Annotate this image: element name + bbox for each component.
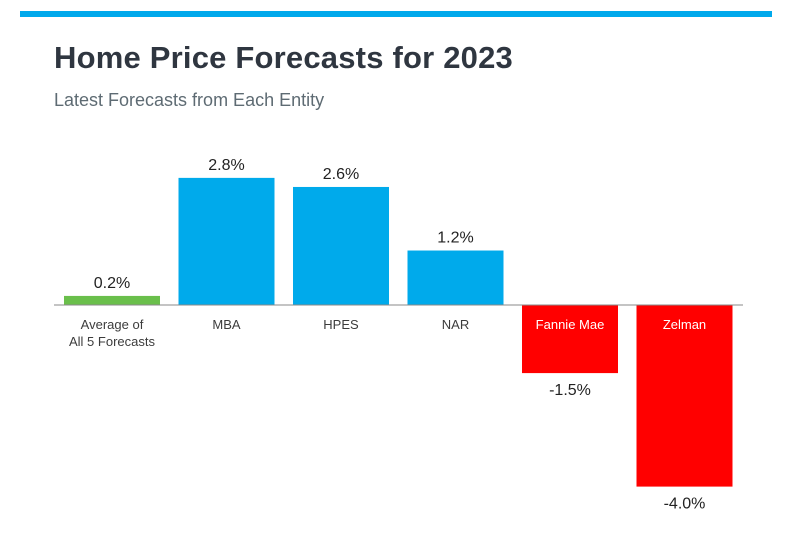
- bar-4: [522, 305, 618, 374]
- category-label-0: Average of All 5 Forecasts: [69, 317, 155, 349]
- bar-5: [636, 305, 733, 487]
- value-label-4: -1.5%: [549, 382, 591, 399]
- value-label-1: 2.8%: [208, 157, 244, 174]
- bar-3: [407, 250, 504, 305]
- category-label-2: HPES: [323, 317, 359, 332]
- bar-0: [64, 295, 160, 305]
- chart-subtitle: Latest Forecasts from Each Entity: [54, 90, 325, 110]
- category-label-3: NAR: [442, 317, 469, 332]
- category-label-1: MBA: [212, 317, 241, 332]
- value-label-3: 1.2%: [437, 230, 473, 247]
- category-label-4: Fannie Mae: [536, 317, 605, 332]
- value-label-5: -4.0%: [664, 496, 706, 513]
- top-accent-bar: [20, 11, 772, 17]
- bar-2: [293, 186, 389, 305]
- category-label-5: Zelman: [663, 317, 706, 332]
- value-label-0: 0.2%: [94, 275, 130, 292]
- value-label-2: 2.6%: [323, 166, 359, 183]
- chart-title: Home Price Forecasts for 2023: [54, 40, 513, 75]
- bar-1: [178, 177, 275, 305]
